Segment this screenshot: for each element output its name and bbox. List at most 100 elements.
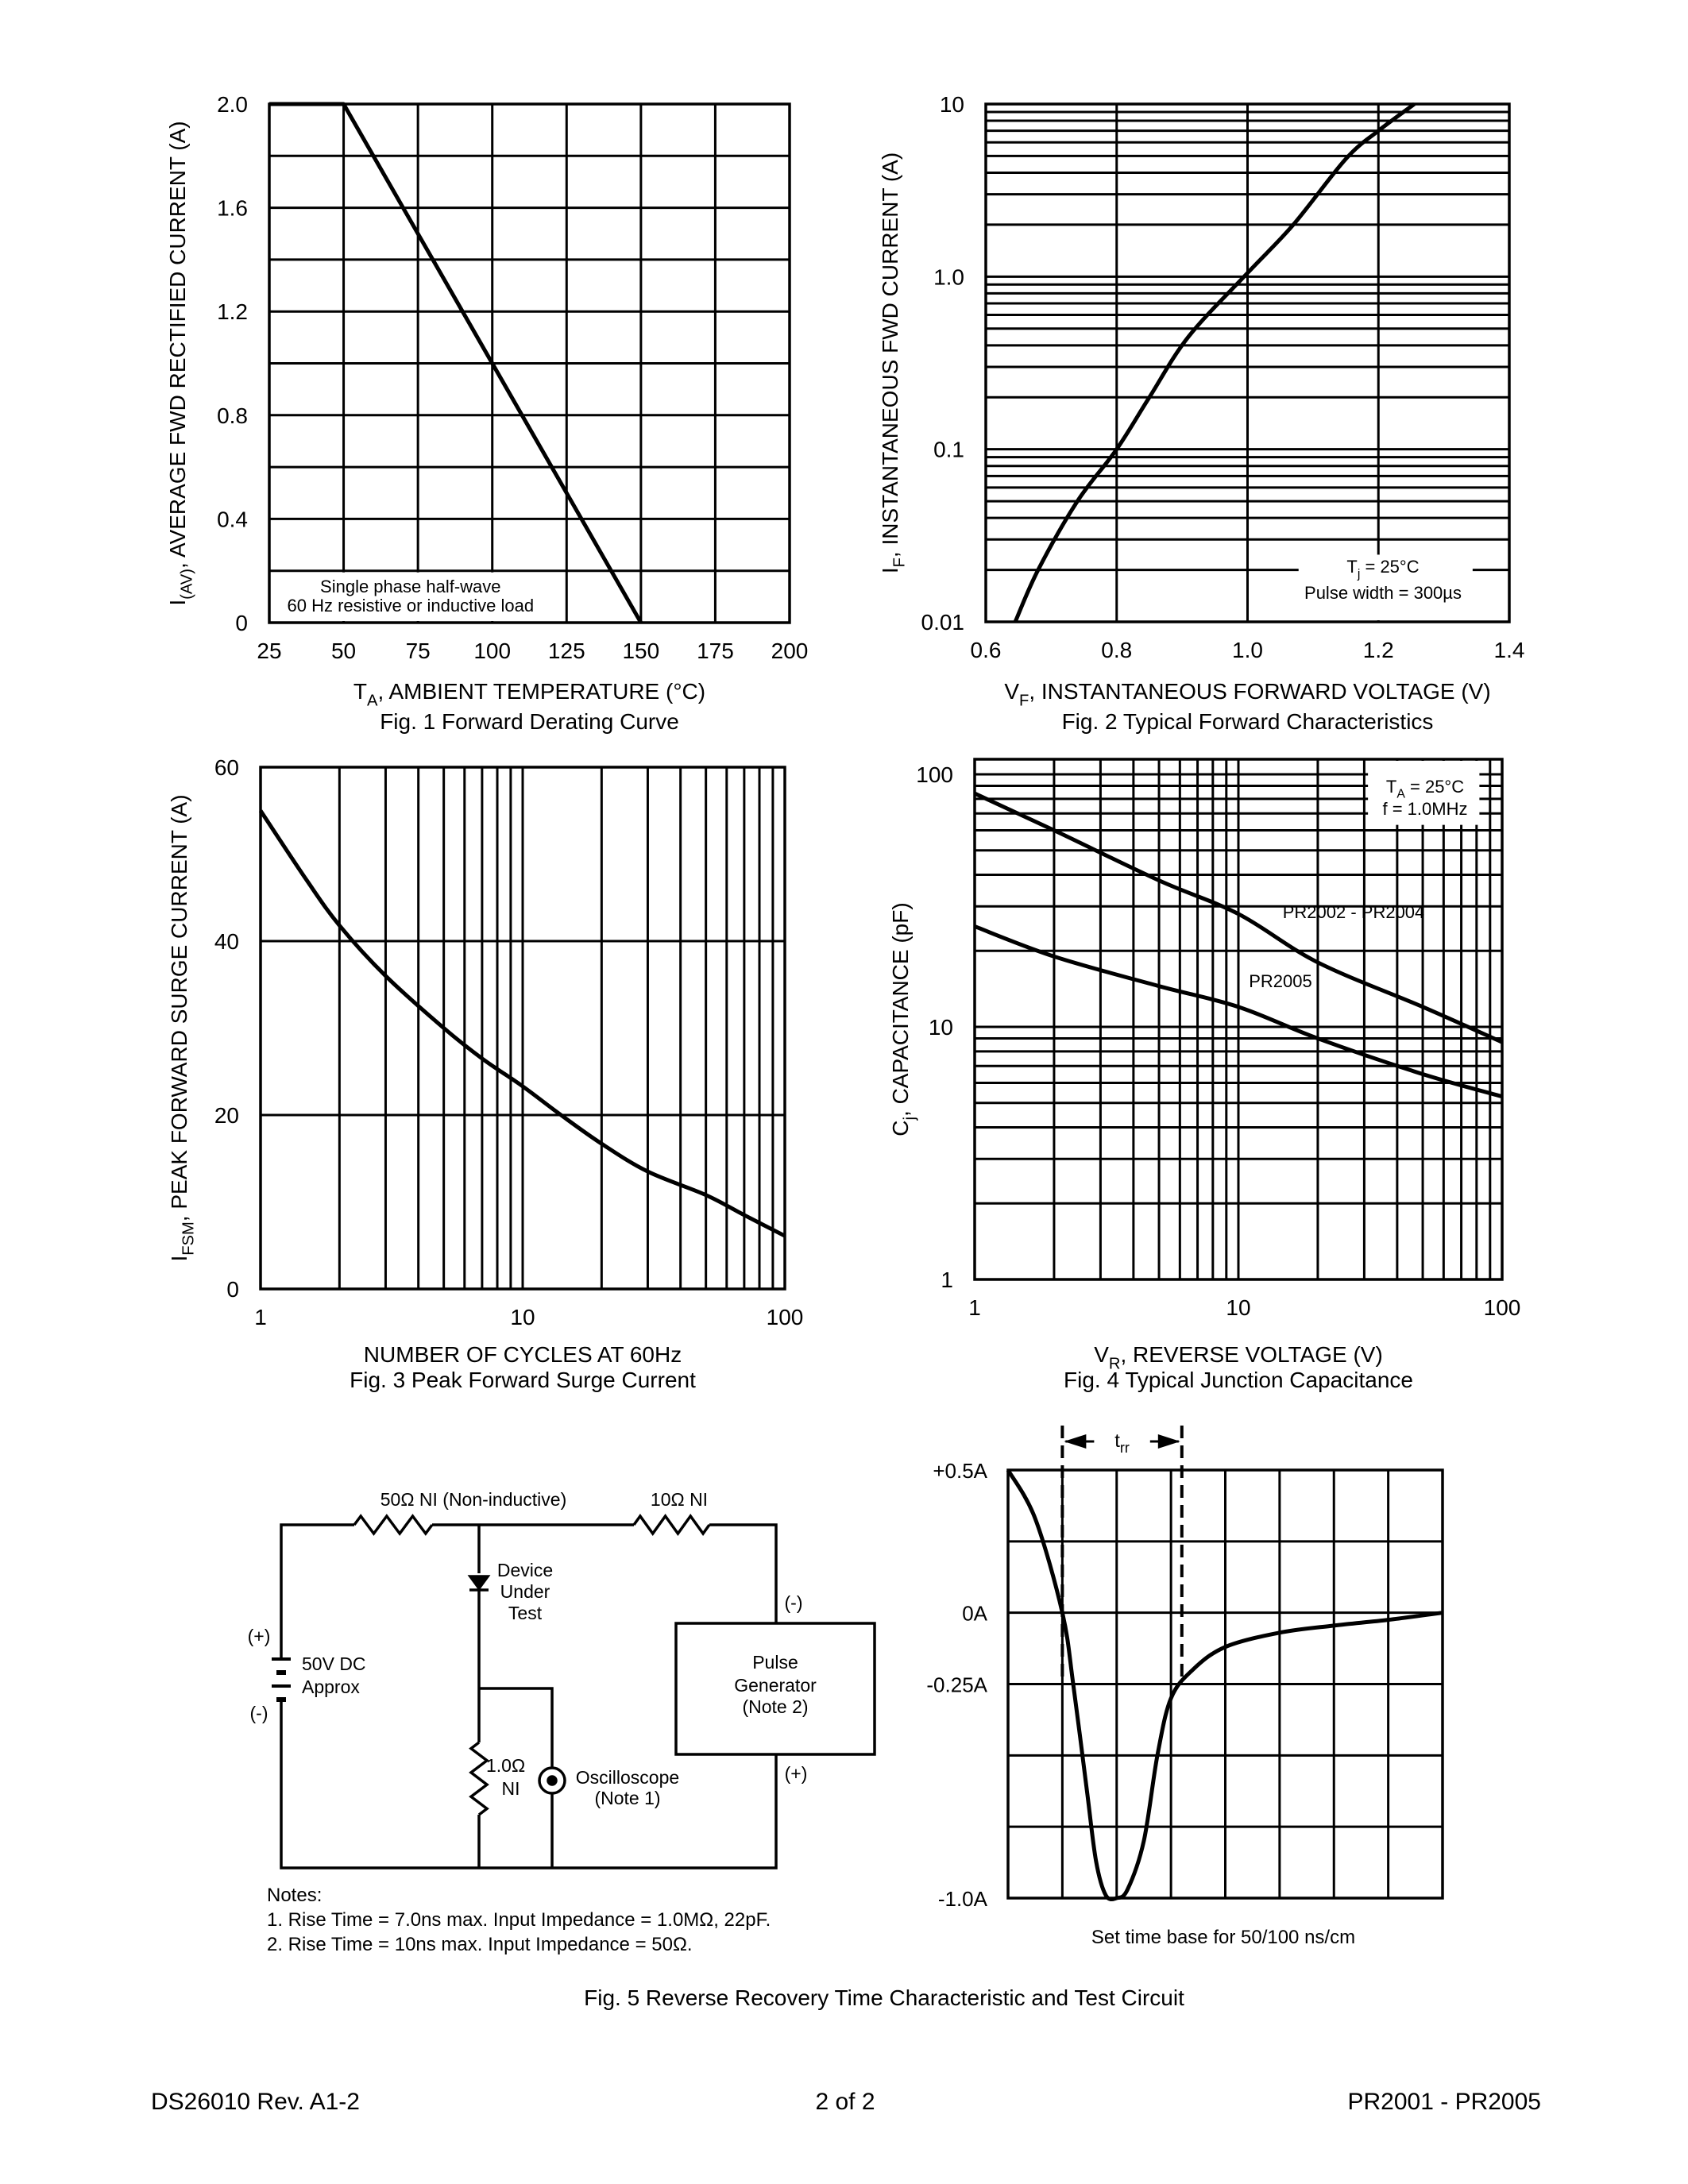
plot-frame (973, 758, 1504, 1281)
annotation-temperature-main: T (1386, 777, 1396, 797)
y-tick-label: -1.0A (938, 1887, 988, 1911)
series-label: PR2005 (1249, 971, 1312, 991)
annotation-text: 60 Hz resistive or inductive load (287, 596, 534, 615)
annotation-temperature-rest: = 25°C (1360, 557, 1419, 577)
pulse-generator-label: Generator (734, 1675, 817, 1696)
time-base-note: Set time base for 50/100 ns/cm (1091, 1927, 1355, 1948)
resistor-1-ohm (469, 1741, 489, 1816)
annotation-temperature-subscript: j (1357, 568, 1361, 581)
annotation-temperature-main: T (1346, 557, 1357, 577)
wire (280, 1523, 354, 1659)
wire (479, 1687, 554, 1768)
y-axis-title-main: C (888, 1120, 913, 1136)
figure-caption: Fig. 2 Typical Forward Characteristics (1062, 709, 1434, 734)
oscilloscope-label: (Note 1) (594, 1788, 660, 1808)
x-axis-title: NUMBER OF CYCLES AT 60Hz (364, 1342, 682, 1367)
arrow-right-icon (1157, 1434, 1180, 1449)
y-tick-label: 1 (941, 1268, 953, 1292)
resistor-50-ohm (353, 1514, 434, 1536)
x-tick-label: 75 (406, 639, 431, 663)
y-axis-title-main: I (165, 600, 190, 606)
y-axis-title-subscript: j (901, 1117, 918, 1121)
plot-frame (268, 102, 791, 624)
series-line-fig3 (258, 809, 786, 1238)
x-tick-label: 1 (968, 1295, 981, 1320)
x-axis-title-main: NUMBER OF CYCLES AT 60Hz (364, 1342, 682, 1367)
x-tick-label: 175 (697, 639, 734, 663)
trr-label-subscript: rr (1120, 1440, 1130, 1456)
y-axis-title-subscript: FSM (180, 1221, 197, 1256)
x-tick-label: 25 (257, 639, 281, 663)
x-axis-title-main: V (1094, 1342, 1109, 1367)
oscilloscope-probe-center (547, 1775, 558, 1786)
x-axis-title-subscript: R (1109, 1355, 1121, 1372)
y-tick-label: 40 (214, 929, 239, 954)
battery-plus-label: (+) (248, 1626, 271, 1646)
annotation-box (272, 572, 554, 621)
x-tick-label: 1.0 (1232, 638, 1263, 662)
y-tick-label: 0.4 (217, 507, 248, 531)
x-tick-label: 0.8 (1101, 638, 1132, 662)
x-tick-label: 200 (771, 639, 809, 663)
arrow-left-icon (1064, 1434, 1087, 1449)
resistor-50-ohm-label: 50Ω NI (Non-inductive) (380, 1489, 567, 1510)
annotation-frequency: f = 1.0MHz (1383, 799, 1468, 819)
figure-caption: Fig. 5 Reverse Recovery Time Characteris… (584, 1985, 1184, 2010)
series-line-fig2 (1013, 102, 1416, 623)
y-axis-title: I(AV), AVERAGE FWD RECTIFIED CURRENT (A) (165, 121, 195, 605)
x-tick-label: 100 (473, 639, 511, 663)
x-tick-label: 1 (254, 1305, 267, 1329)
figure-caption: Fig. 4 Typical Junction Capacitance (1064, 1368, 1413, 1392)
fig4-chart: TA = 25°Cf = 1.0MHz PR2002 - PR2004 PR2005… (888, 758, 1520, 1392)
annotation-pulse-width: Pulse width = 300µs (1304, 583, 1462, 603)
pulse-generator-box (674, 1622, 876, 1756)
circuit-note: 1. Rise Time = 7.0ns max. Input Impedanc… (267, 1909, 771, 1931)
circuit-note: Notes: (267, 1885, 322, 1906)
series-label: PR2002 - PR2004 (1283, 902, 1425, 922)
test-circuit-diagram (272, 1514, 876, 1870)
x-tick-label: 10 (1226, 1295, 1250, 1320)
series-line-pr2005 (974, 924, 1503, 1099)
y-tick-label: 0 (235, 611, 248, 635)
wire (709, 1523, 778, 1623)
y-tick-label: 20 (214, 1103, 239, 1128)
trr-label-main: t (1114, 1430, 1120, 1452)
y-tick-label: 2.0 (217, 92, 248, 117)
circuit-note: 2. Rise Time = 10ns max. Input Impedance… (267, 1934, 693, 1955)
battery-minus-label: (-) (250, 1703, 268, 1723)
annotation-box (1368, 761, 1480, 825)
device-under-test-label: Test (508, 1603, 543, 1623)
annotation-temperature-rest: = 25°C (1405, 777, 1464, 797)
y-tick-label: +0.5A (933, 1459, 987, 1483)
x-tick-label: 125 (548, 639, 585, 663)
y-axis-title-subscript: (AV) (178, 569, 195, 600)
y-axis-title-rest: , PEAK FORWARD SURGE CURRENT (A) (167, 794, 191, 1221)
x-axis-title-rest: , AMBIENT TEMPERATURE (°C) (377, 679, 705, 704)
figure-caption: Fig. 3 Peak Forward Surge Current (350, 1368, 696, 1392)
pulse-plus-label: (+) (785, 1763, 808, 1784)
device-under-test-label: Under (500, 1581, 550, 1602)
trr-label: trr (1114, 1430, 1130, 1456)
x-axis-title: VR, REVERSE VOLTAGE (V) (1094, 1342, 1383, 1372)
resistor-1-ohm-label: 1.0Ω (486, 1755, 525, 1776)
wire (280, 1700, 778, 1870)
grid (984, 102, 1511, 623)
x-tick-label: 1.2 (1363, 638, 1394, 662)
footer-page-number: 2 of 2 (815, 2089, 875, 2115)
device-under-test-label: Device (497, 1560, 553, 1580)
x-tick-label: 0.6 (971, 638, 1002, 662)
y-tick-label: -0.25A (926, 1673, 987, 1697)
y-axis-title-rest: , AVERAGE FWD RECTIFIED CURRENT (A) (165, 121, 190, 569)
fig3-chart: 1 10 100 0 20 40 60 NUMBER OF CYCLES AT 60Hz IFS… (167, 755, 803, 1392)
y-axis-title-main: I (878, 567, 902, 573)
battery-label: 50V DC (302, 1653, 366, 1674)
y-tick-label: 0.1 (933, 438, 964, 462)
y-tick-label: 0.01 (921, 610, 965, 635)
y-tick-label: 10 (929, 1015, 953, 1040)
resistor-10-ohm-label: 10Ω NI (651, 1489, 708, 1510)
y-axis-title-rest: , INSTANTANEOUS FWD CURRENT (A) (878, 152, 902, 558)
x-axis-title: VF, INSTANTANEOUS FORWARD VOLTAGE (V) (1004, 679, 1490, 709)
y-tick-label: 0A (962, 1602, 987, 1626)
y-tick-label: 60 (214, 755, 239, 780)
